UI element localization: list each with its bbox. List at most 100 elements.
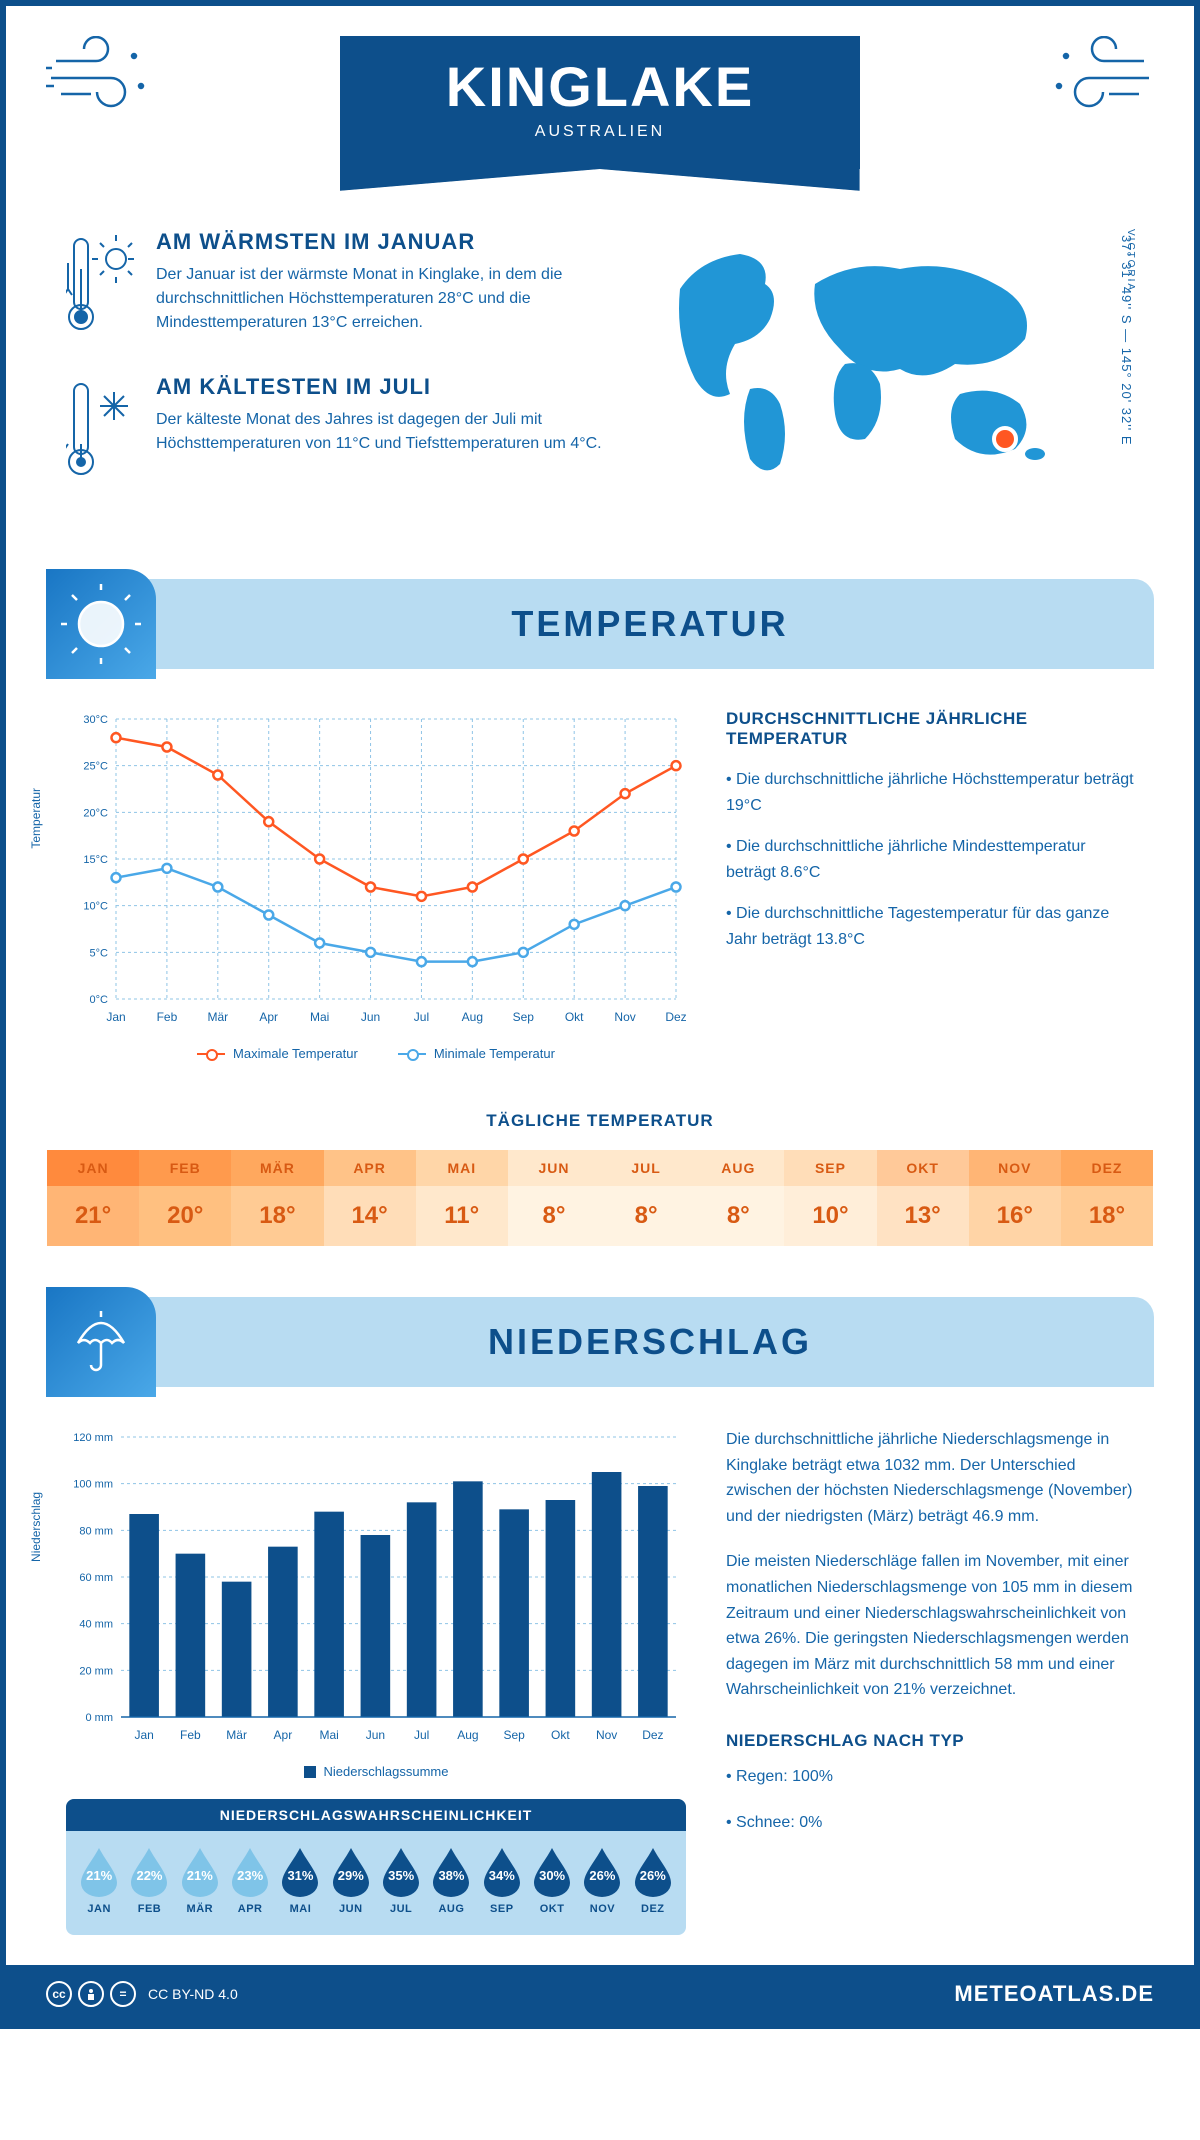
thermometer-sun-icon <box>66 229 136 344</box>
annual-bullet-2: • Die durchschnittliche Tagestemperatur … <box>726 901 1134 952</box>
svg-text:30°C: 30°C <box>83 714 108 726</box>
title-banner: KINGLAKE AUSTRALIEN <box>156 36 1044 169</box>
precipitation-chart: Niederschlag 0 mm20 mm40 mm60 mm80 mm100… <box>66 1427 686 1752</box>
annual-bullet-0: • Die durchschnittliche jährliche Höchst… <box>726 767 1134 818</box>
svg-text:100 mm: 100 mm <box>73 1479 113 1491</box>
nd-icon: = <box>110 1981 136 2007</box>
temperature-annual: DURCHSCHNITTLICHE JÄHRLICHE TEMPERATUR •… <box>726 709 1134 1061</box>
temperature-header: TEMPERATUR <box>46 569 1154 679</box>
probability-box: NIEDERSCHLAGSWAHRSCHEINLICHKEIT 21%JAN22… <box>66 1799 686 1935</box>
page-subtitle: AUSTRALIEN <box>380 123 820 141</box>
svg-text:Okt: Okt <box>565 1010 584 1024</box>
probability-drop: 31%MAI <box>275 1845 325 1915</box>
precip-type-heading: NIEDERSCHLAG NACH TYP <box>726 1727 1134 1754</box>
temp-legend: Maximale Temperatur Minimale Temperatur <box>66 1046 686 1061</box>
probability-drop: 23%APR <box>225 1845 275 1915</box>
thermometer-snow-icon <box>66 374 136 489</box>
svg-text:Dez: Dez <box>665 1010 686 1024</box>
header: KINGLAKE AUSTRALIEN <box>6 6 1194 189</box>
svg-text:Jul: Jul <box>414 1728 429 1742</box>
svg-text:Jun: Jun <box>361 1010 380 1024</box>
umbrella-icon <box>46 1287 156 1397</box>
cc-icon: cc <box>46 1981 72 2007</box>
intro-section: AM WÄRMSTEN IM JANUAR Der Januar ist der… <box>6 189 1194 549</box>
svg-text:Jan: Jan <box>134 1728 153 1742</box>
sun-icon <box>46 569 156 679</box>
daily-temp-title: TÄGLICHE TEMPERATUR <box>6 1111 1194 1131</box>
probability-drop: 34%SEP <box>477 1845 527 1915</box>
precipitation-header: NIEDERSCHLAG <box>46 1287 1154 1397</box>
svg-text:5°C: 5°C <box>90 947 109 959</box>
probability-drop: 21%MÄR <box>175 1845 225 1915</box>
precipitation-title: NIEDERSCHLAG <box>488 1321 812 1363</box>
daily-col: OKT13° <box>877 1150 969 1246</box>
wind-icon-left <box>46 36 156 121</box>
precip-legend: Niederschlagssumme <box>66 1764 686 1779</box>
daily-col: NOV16° <box>969 1150 1061 1246</box>
daily-col: MAI11° <box>416 1150 508 1246</box>
daily-col: AUG8° <box>692 1150 784 1246</box>
probability-drop: 30%OKT <box>527 1845 577 1915</box>
wind-icon-right <box>1044 36 1154 121</box>
precip-text-2: Die meisten Niederschläge fallen im Nove… <box>726 1549 1134 1703</box>
daily-col: MÄR18° <box>231 1150 323 1246</box>
svg-text:Aug: Aug <box>462 1010 483 1024</box>
svg-text:Okt: Okt <box>551 1728 570 1742</box>
page-title: KINGLAKE <box>380 54 820 119</box>
probability-drop: 26%DEZ <box>628 1845 678 1915</box>
svg-text:120 mm: 120 mm <box>73 1432 113 1444</box>
world-map-block: VICTORIA 37° 31' 49'' S — 145° 20' 32'' … <box>640 229 1134 519</box>
svg-text:20°C: 20°C <box>83 807 108 819</box>
svg-text:Nov: Nov <box>596 1728 617 1742</box>
daily-col: FEB20° <box>139 1150 231 1246</box>
svg-text:Apr: Apr <box>274 1728 293 1742</box>
coldest-title: AM KÄLTESTEN IM JULI <box>156 374 610 400</box>
site-name: METEOATLAS.DE <box>954 1981 1154 2007</box>
license-text: CC BY-ND 4.0 <box>148 1986 238 2002</box>
svg-text:60 mm: 60 mm <box>79 1572 113 1584</box>
probability-title: NIEDERSCHLAGSWAHRSCHEINLICHKEIT <box>66 1799 686 1831</box>
temperature-title: TEMPERATUR <box>511 603 788 645</box>
warmest-block: AM WÄRMSTEN IM JANUAR Der Januar ist der… <box>66 229 610 344</box>
svg-text:25°C: 25°C <box>83 761 108 773</box>
svg-text:Feb: Feb <box>157 1010 178 1024</box>
footer: cc = CC BY-ND 4.0 METEOATLAS.DE <box>6 1965 1194 2023</box>
precip-rain: • Regen: 100% <box>726 1764 1134 1790</box>
temperature-chart: Temperatur 0°C5°C10°C15°C20°C25°C30°CJan… <box>66 709 686 1061</box>
svg-text:20 mm: 20 mm <box>79 1665 113 1677</box>
svg-text:10°C: 10°C <box>83 901 108 913</box>
coldest-block: AM KÄLTESTEN IM JULI Der kälteste Monat … <box>66 374 610 489</box>
precip-ylabel: Niederschlag <box>29 1491 43 1561</box>
precipitation-text: Die durchschnittliche jährliche Niedersc… <box>726 1427 1134 1935</box>
svg-text:0 mm: 0 mm <box>86 1712 114 1724</box>
probability-drop: 35%JUL <box>376 1845 426 1915</box>
svg-text:Dez: Dez <box>642 1728 663 1742</box>
svg-text:Sep: Sep <box>503 1728 525 1742</box>
svg-text:Sep: Sep <box>513 1010 535 1024</box>
svg-text:Nov: Nov <box>614 1010 635 1024</box>
svg-text:0°C: 0°C <box>90 994 109 1006</box>
precip-legend-label: Niederschlagssumme <box>324 1764 449 1779</box>
svg-text:Mai: Mai <box>310 1010 329 1024</box>
annual-heading: DURCHSCHNITTLICHE JÄHRLICHE TEMPERATUR <box>726 709 1134 749</box>
daily-col: JAN21° <box>47 1150 139 1246</box>
svg-text:Jun: Jun <box>366 1728 385 1742</box>
daily-col: JUN8° <box>508 1150 600 1246</box>
cc-icons: cc = <box>46 1981 136 2007</box>
svg-text:Mär: Mär <box>226 1728 247 1742</box>
svg-text:Mär: Mär <box>207 1010 228 1024</box>
by-icon <box>78 1981 104 2007</box>
coldest-text: Der kälteste Monat des Jahres ist dagege… <box>156 408 610 456</box>
svg-text:Apr: Apr <box>259 1010 278 1024</box>
warmest-title: AM WÄRMSTEN IM JANUAR <box>156 229 610 255</box>
svg-text:Feb: Feb <box>180 1728 201 1742</box>
legend-min: Minimale Temperatur <box>434 1046 555 1061</box>
precip-text-1: Die durchschnittliche jährliche Niedersc… <box>726 1427 1134 1529</box>
svg-text:40 mm: 40 mm <box>79 1619 113 1631</box>
probability-drop: 29%JUN <box>326 1845 376 1915</box>
world-map-icon <box>640 229 1111 494</box>
svg-text:Jul: Jul <box>414 1010 429 1024</box>
svg-text:Aug: Aug <box>457 1728 478 1742</box>
probability-drop: 21%JAN <box>74 1845 124 1915</box>
region-label: VICTORIA <box>1125 229 1136 292</box>
